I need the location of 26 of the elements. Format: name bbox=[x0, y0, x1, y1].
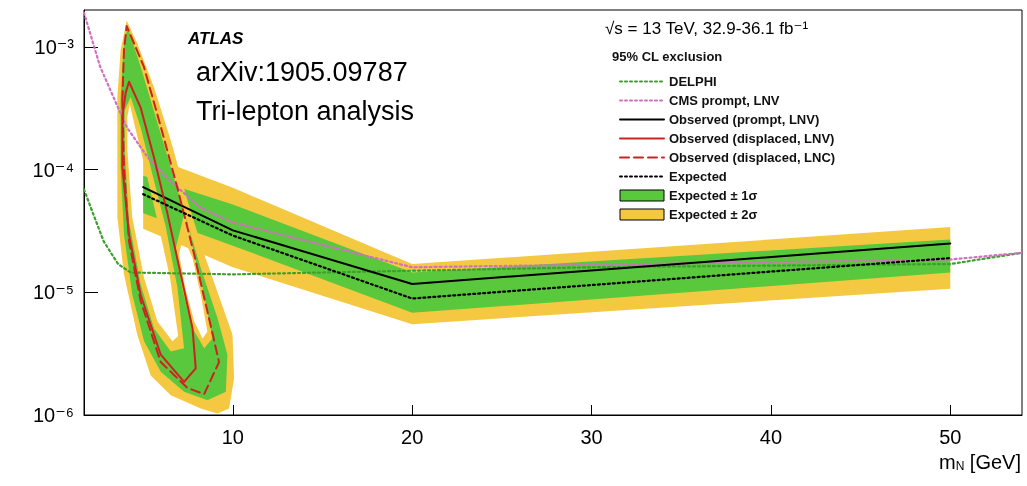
annotation: Tri-lepton analysis bbox=[196, 95, 415, 126]
line-series bbox=[82, 11, 1024, 269]
y-tick-label: 10⁻³ bbox=[34, 35, 75, 58]
legend-label: DELPHI bbox=[669, 74, 717, 89]
legend-label: CMS prompt, LNV bbox=[669, 93, 780, 108]
legend-label: Expected ± 2σ bbox=[669, 207, 758, 222]
line-series bbox=[142, 186, 952, 285]
legend-title: 95% CL exclusion bbox=[612, 49, 723, 64]
line-series bbox=[142, 193, 952, 300]
annotation: ATLAS bbox=[187, 29, 245, 48]
x-tick-label: 30 bbox=[580, 426, 603, 448]
x-tick-label: 50 bbox=[939, 426, 962, 448]
legend-label: Observed (prompt, LNV) bbox=[669, 112, 820, 127]
annotation: √s = 13 TeV, 32.9-36.1 fb⁻¹ bbox=[605, 19, 809, 38]
x-axis-title: mN [GeV] bbox=[938, 451, 1022, 473]
legend-label: Expected ± 1σ bbox=[669, 188, 758, 203]
x-tick-label: 20 bbox=[401, 426, 424, 448]
legend-label: Observed (displaced, LNC) bbox=[669, 150, 836, 165]
legend-label: Observed (displaced, LNV) bbox=[669, 131, 835, 146]
legend-label: Expected bbox=[669, 169, 727, 184]
y-tick-label: 10⁻⁶ bbox=[32, 404, 74, 426]
x-tick-label: 10 bbox=[221, 426, 244, 448]
annotation: arXiv:1905.09787 bbox=[196, 56, 408, 87]
x-tick-label: 40 bbox=[759, 426, 783, 448]
y-tick-label: 10⁻⁵ bbox=[32, 281, 74, 304]
y-tick-label: 10⁻⁴ bbox=[32, 158, 74, 181]
